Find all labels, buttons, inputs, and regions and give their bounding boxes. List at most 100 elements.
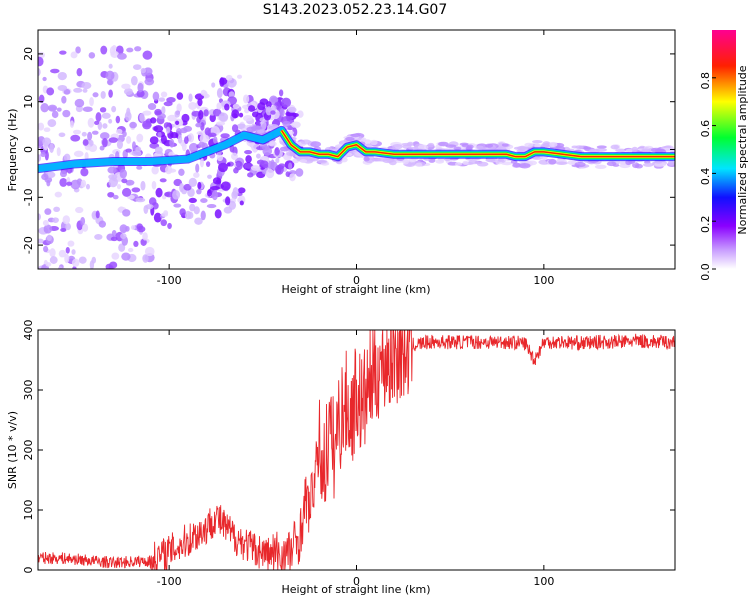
spectrogram-blob <box>80 216 86 226</box>
spectrogram-blob <box>94 120 100 125</box>
spectrogram-blob <box>71 249 76 255</box>
spectrogram-blob <box>270 97 279 103</box>
spectrogram-xlabel: Height of straight line (km) <box>281 283 430 296</box>
spectrogram-blob <box>476 161 489 167</box>
spectrogram-blob <box>95 210 100 219</box>
spectrogram-blob <box>38 51 45 59</box>
spectrogram-blob <box>247 172 254 178</box>
spectrogram-blob <box>65 246 70 254</box>
spectrogram-blob <box>46 87 55 96</box>
spectrogram-blob <box>38 67 41 77</box>
spectrogram-blob <box>501 143 509 147</box>
spectrogram-blob <box>197 98 203 107</box>
spectrogram-blob <box>69 120 75 128</box>
spectrogram-blob <box>161 212 169 217</box>
spectrogram-blob <box>81 131 87 137</box>
spectrogram-blob <box>203 109 209 117</box>
snr-marks <box>38 330 675 570</box>
spectrogram-blob <box>453 146 462 151</box>
spectrogram-blob <box>174 110 180 118</box>
snr-panel: -100 0 100 0 100 200 300 400 Height of straight… <box>6 320 676 596</box>
spectrogram-blob <box>95 112 102 122</box>
spectrogram-blob <box>188 197 197 204</box>
spectrogram-blob <box>122 209 131 217</box>
snr-frame <box>37 329 676 571</box>
spectrogram-blob <box>127 247 134 253</box>
spectrogram-blob <box>121 252 131 261</box>
spectrogram-blob <box>148 197 157 206</box>
spectrogram-blob <box>237 187 246 194</box>
spectrogram-blob <box>265 168 275 179</box>
spectrogram-blob <box>142 110 152 116</box>
spectrogram-blob <box>207 174 212 179</box>
spectrogram-blob <box>209 113 216 123</box>
spectrogram-blob <box>135 197 146 203</box>
spectrogram-blob <box>172 190 181 200</box>
spectrogram-blob <box>176 92 184 100</box>
spectrogram-blob <box>111 105 117 113</box>
colorbar: 0.0 0.2 0.4 0.6 0.8 Normalized spectral ampl… <box>699 30 749 281</box>
spectrogram-blob <box>57 71 67 81</box>
spectrogram-ytick-label: 0 <box>22 146 35 153</box>
spectrogram-blob <box>70 51 78 59</box>
spectrogram-blob <box>53 206 61 213</box>
spectrogram-blob <box>82 223 89 232</box>
spectrogram-blob <box>84 151 89 161</box>
spectrogram-blob <box>210 186 220 191</box>
spectrogram-blob <box>142 232 148 241</box>
spectrogram-blob <box>133 240 139 247</box>
spectrogram-blob <box>121 187 132 197</box>
spectrogram-blob <box>350 133 361 138</box>
spectrogram-blob <box>121 178 128 184</box>
spectrogram-blob <box>108 177 118 188</box>
spectrogram-blob <box>161 106 166 115</box>
spectrogram-blob <box>61 95 67 104</box>
spectrogram-blob <box>200 198 208 203</box>
spectrogram-blob <box>391 143 403 150</box>
spectrogram-xtick-label: 100 <box>533 274 554 287</box>
spectrogram-blob <box>260 160 269 167</box>
spectrogram-blob <box>187 133 195 143</box>
spectrogram-blob <box>105 70 115 81</box>
spectrogram-blob <box>140 67 147 74</box>
spectrogram-blob <box>274 147 280 156</box>
spectrogram-blob <box>256 129 265 134</box>
spectrogram-blob <box>82 88 88 93</box>
spectrogram-blob <box>143 205 149 214</box>
spectrogram-blob <box>131 187 141 193</box>
spectrogram-blob <box>257 102 266 111</box>
spectrogram-blob <box>571 145 579 149</box>
spectrogram-blob <box>121 83 131 90</box>
spectrogram-blob <box>47 104 58 112</box>
spectrogram-blob <box>44 208 52 215</box>
spectrogram-blob <box>235 161 242 168</box>
spectrogram-blob <box>207 132 217 138</box>
spectrogram-blob <box>216 102 222 110</box>
spectrogram-blob <box>117 52 127 60</box>
spectrogram-blob <box>195 122 202 128</box>
colorbar-tick-label: 0.6 <box>699 120 712 138</box>
spectrogram-blob <box>244 108 250 114</box>
spectrogram-blob <box>91 130 99 135</box>
spectrogram-blob <box>187 211 194 219</box>
spectrogram-blob <box>132 64 142 70</box>
spectrogram-blob <box>40 151 46 158</box>
spectrogram-blob <box>641 148 651 153</box>
spectrogram-blob <box>199 157 204 168</box>
spectrogram-blob <box>462 160 469 165</box>
spectrogram-blob <box>115 115 121 124</box>
spectrogram-blob <box>408 146 417 150</box>
spectrogram-blob <box>164 192 170 197</box>
spectrogram-blob <box>518 162 531 169</box>
spectrogram-blob <box>189 203 196 212</box>
snr-xtick-label: -100 <box>157 575 182 588</box>
spectrogram-blob <box>228 200 237 210</box>
spectrogram-blob <box>194 217 203 225</box>
spectrogram-blob <box>87 117 95 128</box>
spectrogram-blob <box>38 238 44 244</box>
spectrogram-blob <box>130 75 138 86</box>
spectrogram-blob <box>76 67 83 77</box>
spectrogram-blob <box>189 142 199 153</box>
spectrogram-blob <box>112 194 119 200</box>
spectrogram-blob <box>43 127 51 133</box>
